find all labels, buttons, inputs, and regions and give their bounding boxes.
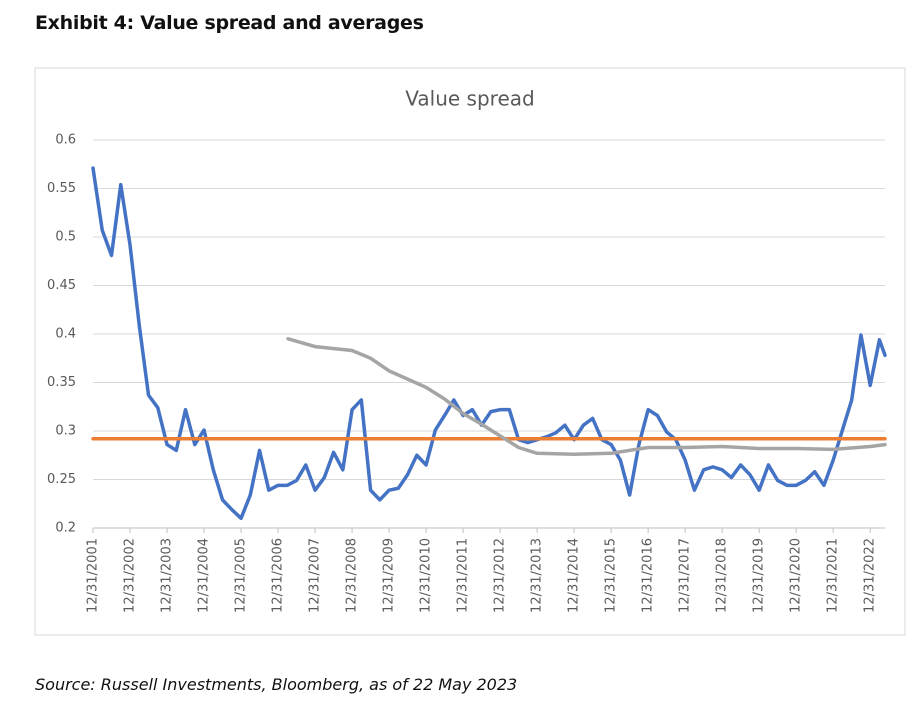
- x-tick-label: 12/31/2014: [567, 538, 582, 613]
- x-tick-label: 12/31/2018: [715, 538, 730, 613]
- x-tick-label: 12/31/2022: [863, 538, 878, 613]
- x-tick-label: 12/31/2021: [826, 538, 841, 613]
- y-tick-label: 0.2: [55, 521, 76, 536]
- x-tick-label: 12/31/2013: [530, 538, 545, 613]
- x-tick-label: 12/31/2010: [419, 538, 434, 613]
- y-tick-label: 0.5: [55, 230, 76, 245]
- source-note: Source: Russell Investments, Bloomberg, …: [35, 675, 518, 694]
- x-tick-label: 12/31/2001: [86, 538, 101, 613]
- y-tick-label: 0.45: [47, 278, 76, 293]
- x-tick-label: 12/31/2009: [382, 538, 397, 613]
- y-tick-label: 0.35: [47, 375, 76, 390]
- y-tick-label: 0.3: [55, 424, 76, 439]
- chart-title: Value spread: [405, 87, 534, 111]
- x-tick-label: 12/31/2011: [456, 538, 471, 613]
- x-tick-label: 12/31/2007: [308, 538, 323, 613]
- x-tick-label: 12/31/2016: [641, 538, 656, 613]
- x-tick-label: 12/31/2015: [604, 538, 619, 613]
- x-tick-label: 12/31/2002: [123, 538, 138, 613]
- x-tick-label: 12/31/2008: [345, 538, 360, 613]
- x-tick-label: 12/31/2003: [160, 538, 175, 613]
- x-tick-label: 12/31/2005: [234, 538, 249, 613]
- x-tick-label: 12/31/2004: [197, 538, 212, 613]
- x-tick-label: 12/31/2012: [493, 538, 508, 613]
- exhibit-title: Exhibit 4: Value spread and averages: [35, 12, 424, 34]
- series-line: [286, 337, 887, 457]
- y-tick-label: 0.55: [47, 181, 76, 196]
- x-tick-label: 12/31/2017: [678, 538, 693, 613]
- chart-frame: [34, 67, 906, 636]
- y-tick-label: 0.25: [47, 472, 76, 487]
- x-tick-label: 12/31/2006: [271, 538, 286, 613]
- y-tick-label: 0.4: [55, 327, 76, 342]
- series-line: [91, 166, 887, 521]
- x-tick-label: 12/31/2020: [789, 538, 804, 613]
- x-tick-label: 12/31/2019: [752, 538, 767, 613]
- chart: Value spread 0.2 0.25 0.3 0.35 0.4 0.45 0.5 0.5…: [34, 67, 906, 636]
- y-tick-label: 0.6: [55, 133, 76, 148]
